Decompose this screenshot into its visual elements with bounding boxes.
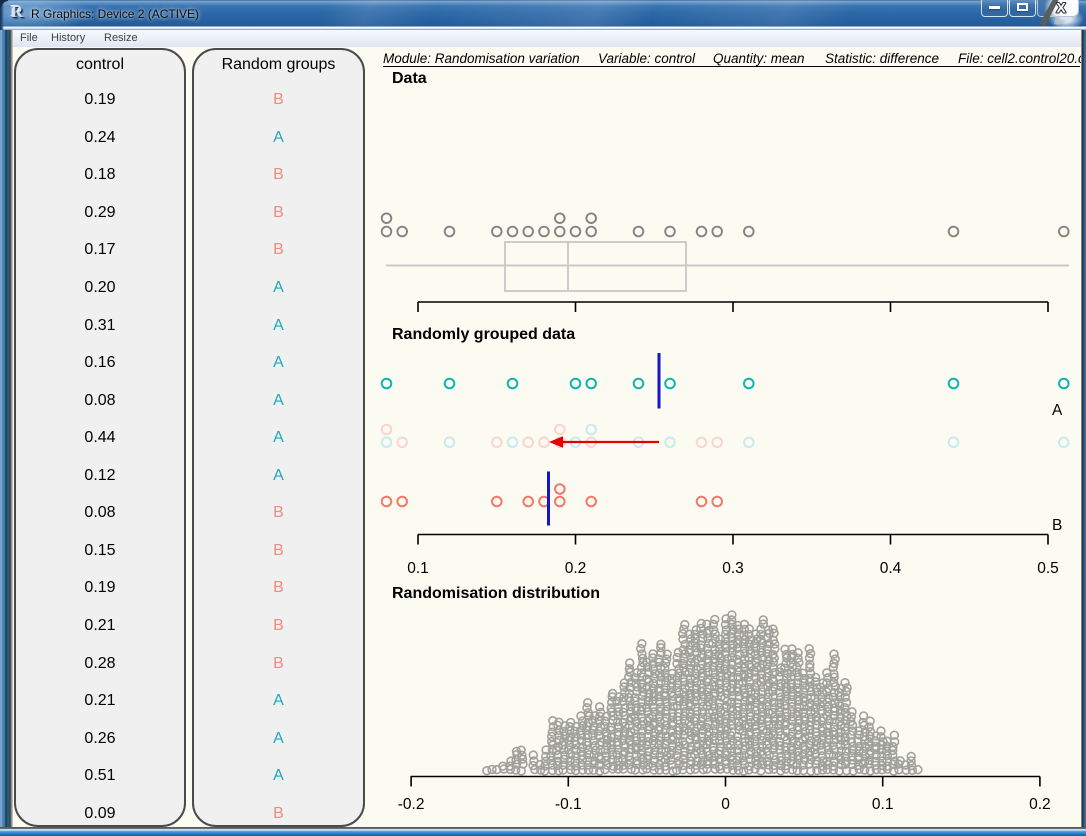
svg-text:-0.1: -0.1 [555, 796, 582, 813]
svg-text:X: X [1056, 0, 1066, 16]
svg-text:Data: Data [392, 70, 427, 87]
svg-text:Randomisation distribution: Randomisation distribution [392, 585, 600, 602]
svg-text:0.2: 0.2 [1029, 796, 1051, 813]
svg-text:-0.2: -0.2 [398, 796, 425, 813]
svg-text:0.2: 0.2 [565, 560, 587, 577]
svg-text:Randomly grouped data: Randomly grouped data [392, 326, 575, 343]
svg-text:B: B [1052, 517, 1062, 534]
svg-text:0: 0 [721, 796, 730, 813]
svg-text:0.1: 0.1 [407, 560, 429, 577]
svg-text:A: A [1052, 402, 1063, 419]
svg-text:0.3: 0.3 [722, 560, 744, 577]
svg-text:0.5: 0.5 [1037, 560, 1059, 577]
svg-text:0.4: 0.4 [880, 560, 902, 577]
svg-text:0.1: 0.1 [872, 796, 894, 813]
